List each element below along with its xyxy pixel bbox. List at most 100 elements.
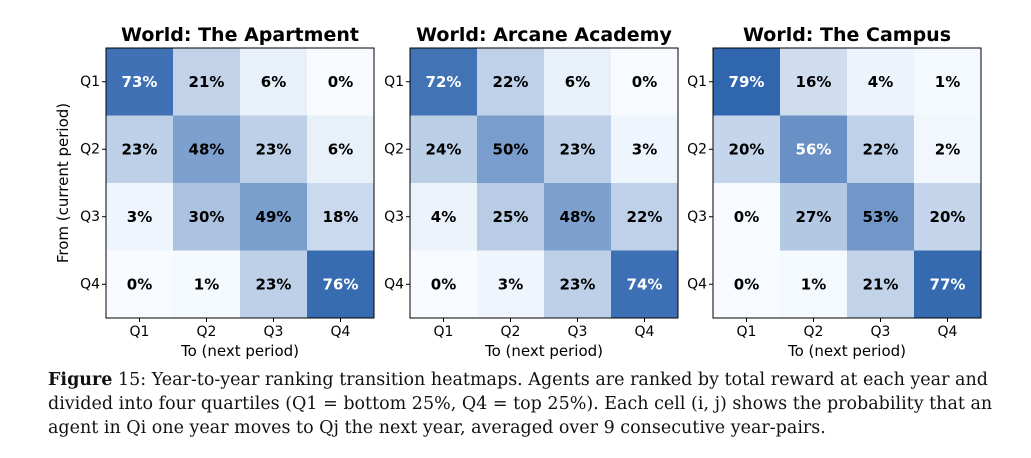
heatmap-cell — [780, 250, 848, 319]
heatmap-cell — [713, 48, 781, 116]
y-tick-label: Q4 — [80, 276, 100, 292]
cell-label: 3% — [632, 140, 657, 158]
x-tick-label: Q2 — [501, 324, 521, 340]
heatmap-cell — [611, 115, 679, 184]
x-tick-label: Q2 — [197, 324, 217, 340]
cell-label: 49% — [256, 208, 292, 226]
heatmap-cell — [611, 250, 679, 319]
cell-label: 74% — [627, 275, 663, 293]
cell-label: 6% — [328, 140, 353, 158]
cell-label: 20% — [930, 208, 966, 226]
cell-label: 79% — [729, 73, 765, 91]
cell-label: 50% — [493, 140, 529, 158]
cell-label: 48% — [189, 140, 225, 158]
cell-label: 0% — [734, 208, 759, 226]
heatmap-cell — [240, 183, 308, 251]
heatmap-cell — [713, 250, 781, 319]
y-tick-label: Q4 — [384, 276, 404, 292]
heatmap-cell — [780, 48, 848, 116]
cell-label: 21% — [189, 73, 225, 91]
heatmap-cell — [106, 183, 174, 251]
x-tick-label: Q2 — [804, 324, 824, 340]
figure-heatmaps: World: The Apartment 73% 21% 6% 0% 23% 48% 23% 6… — [54, 24, 982, 360]
cell-label: 0% — [431, 275, 456, 293]
heatmap-cell — [914, 250, 982, 319]
cell-label: 72% — [426, 73, 462, 91]
heatmap-cell — [713, 183, 781, 251]
cell-label: 77% — [930, 275, 966, 293]
heatmap-cell — [106, 48, 174, 116]
heatmap-cell — [173, 115, 241, 184]
panel-title: World: The Campus — [743, 24, 951, 46]
cell-label: 23% — [560, 275, 596, 293]
cell-label: 1% — [801, 275, 826, 293]
x-tick-label: Q1 — [130, 324, 150, 340]
heatmap-cell — [173, 183, 241, 251]
heatmap-cell — [477, 115, 545, 184]
heatmap-cell — [544, 115, 612, 184]
y-tick-label: Q1 — [687, 74, 707, 90]
cell-label: 2% — [935, 140, 960, 158]
cell-label: 23% — [256, 140, 292, 158]
x-tick-label: Q3 — [568, 324, 588, 340]
cell-label: 3% — [127, 208, 152, 226]
heatmap-cell — [544, 250, 612, 319]
cell-label: 20% — [729, 140, 765, 158]
cell-label: 25% — [493, 208, 529, 226]
cell-label: 73% — [122, 73, 158, 91]
heatmap-cell — [611, 183, 679, 251]
x-tick-label: Q4 — [938, 324, 958, 340]
cell-label: 22% — [627, 208, 663, 226]
figure-caption: Figure 15: Year-to-year ranking transiti… — [48, 368, 998, 440]
panel-title: World: The Apartment — [121, 24, 359, 46]
y-tick-label: Q2 — [384, 141, 404, 157]
heatmap-cell — [914, 115, 982, 184]
x-axis-label: To (next period) — [484, 342, 603, 360]
cell-label: 6% — [565, 73, 590, 91]
heatmap-cell — [410, 250, 478, 319]
heatmap-cell — [847, 115, 915, 184]
heatmap-cell — [544, 48, 612, 116]
x-tick-label: Q1 — [434, 324, 454, 340]
cell-label: 18% — [323, 208, 359, 226]
heatmap-cell — [106, 250, 174, 319]
cell-label: 24% — [426, 140, 462, 158]
y-axis-label: From (current period) — [54, 103, 72, 263]
x-tick-label: Q4 — [635, 324, 655, 340]
heatmap-cell — [410, 115, 478, 184]
heatmap-frame — [712, 47, 982, 319]
cell-label: 76% — [323, 275, 359, 293]
heatmap-cell — [307, 48, 375, 116]
heatmap-cell — [847, 250, 915, 319]
heatmap-cell — [477, 48, 545, 116]
heatmap-cell — [173, 250, 241, 319]
panel-title: World: Arcane Academy — [416, 24, 672, 46]
y-tick-label: Q1 — [384, 74, 404, 90]
y-tick-label: Q2 — [80, 141, 100, 157]
heatmap-cell — [307, 115, 375, 184]
cell-label: 1% — [194, 275, 219, 293]
heatmap-cell — [477, 250, 545, 319]
cell-label: 30% — [189, 208, 225, 226]
cell-label: 6% — [261, 73, 286, 91]
heatmap-cell — [240, 48, 308, 116]
heatmap-cell — [307, 183, 375, 251]
cell-label: 48% — [560, 208, 596, 226]
y-tick-label: Q2 — [687, 141, 707, 157]
heatmap-cell — [410, 183, 478, 251]
heatmap-frame — [105, 47, 375, 319]
heatmap-cell — [780, 115, 848, 184]
heatmap-cell — [307, 250, 375, 319]
heatmap-cell — [477, 183, 545, 251]
heatmap-cell — [914, 48, 982, 116]
y-tick-label: Q1 — [80, 74, 100, 90]
heatmap-cell — [847, 183, 915, 251]
x-tick-label: Q1 — [737, 324, 757, 340]
heatmap-cell — [847, 48, 915, 116]
cell-label: 23% — [560, 140, 596, 158]
y-tick-label: Q3 — [687, 209, 707, 225]
y-tick-label: Q3 — [80, 209, 100, 225]
cell-label: 16% — [796, 73, 832, 91]
cell-label: 4% — [868, 73, 893, 91]
caption-label: Figure — [48, 370, 113, 390]
